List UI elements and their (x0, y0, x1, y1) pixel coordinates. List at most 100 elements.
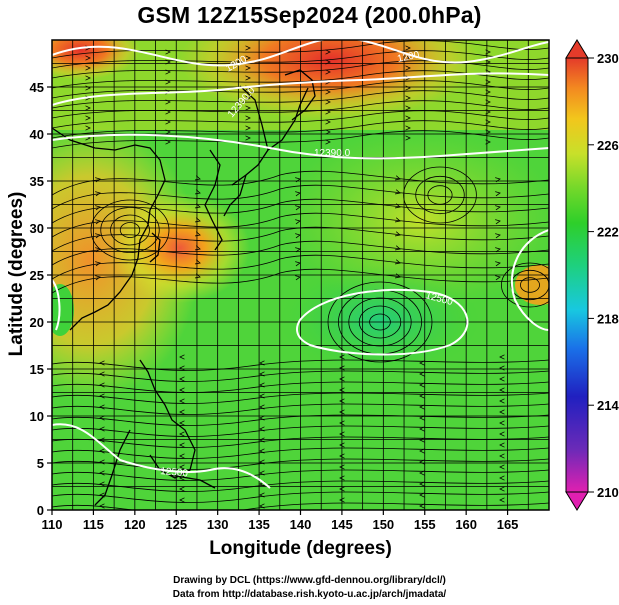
stream-arrow (99, 371, 105, 377)
stream-arrow (499, 497, 505, 503)
stream-arrow (495, 233, 501, 239)
stream-arrow (339, 398, 345, 404)
stream-arrow (99, 503, 105, 509)
stream-arrow (405, 85, 411, 91)
streamline (52, 60, 549, 79)
stream-arrow (95, 205, 101, 211)
colorbar-min-arrow (565, 491, 589, 511)
contour-label: 1200 (396, 49, 420, 64)
stream-arrow (179, 387, 185, 393)
stream-arrow (395, 245, 401, 251)
colorbar: 210 214 218 222 226 230 (565, 39, 619, 511)
stream-arrow (99, 426, 105, 432)
stream-arrow (295, 261, 301, 267)
stream-arrow (99, 459, 105, 465)
stream-arrow (259, 492, 265, 498)
y-tick-label: 45 (30, 80, 44, 95)
stream-arrow (405, 95, 411, 101)
stream-arrow (419, 382, 425, 388)
stream-arrow (325, 69, 331, 75)
stream-swirl (501, 262, 549, 308)
streamline (52, 392, 549, 404)
stream-arrow (165, 139, 171, 145)
stream-arrow (339, 475, 345, 481)
y-tick-label: 30 (30, 221, 44, 236)
contour-label: 12390.0 (314, 148, 351, 159)
stream-arrow (419, 415, 425, 421)
x-tick-label: 140 (290, 517, 312, 532)
stream-arrow (95, 275, 101, 281)
stream-arrow (165, 49, 171, 55)
stream-arrow (99, 382, 105, 388)
stream-arrow (495, 261, 501, 267)
colorbar-tick-label: 218 (597, 311, 619, 326)
stream-arrow (419, 481, 425, 487)
stream-arrow (499, 398, 505, 404)
stream-arrow (179, 398, 185, 404)
stream-arrow (339, 409, 345, 415)
stream-arrow (99, 415, 105, 421)
stream-arrow (339, 376, 345, 382)
streamline (52, 359, 549, 371)
stream-arrow (419, 426, 425, 432)
y-tick-label: 0 (37, 503, 44, 518)
stream-arrow (325, 49, 331, 55)
streamline (52, 403, 549, 415)
x-tick-label: 165 (497, 517, 519, 532)
streamline (52, 130, 549, 149)
stream-arrow (295, 275, 301, 281)
stream-arrow (405, 65, 411, 71)
stream-arrow (179, 431, 185, 437)
stream-arrow (339, 497, 345, 503)
y-tick-label: 35 (30, 174, 44, 189)
stream-arrow (325, 119, 331, 125)
streamline (52, 50, 549, 69)
stream-arrow (95, 191, 101, 197)
x-axis-ticks: 110 115 120 125 130 135 140 145 150 155 160 165 (42, 510, 519, 532)
stream-arrow (495, 219, 501, 225)
stream-arrow (325, 89, 331, 95)
stream-arrow (179, 486, 185, 492)
x-tick-label: 125 (165, 517, 187, 532)
stream-arrow (95, 247, 101, 253)
contour-label: 12500 (160, 466, 189, 479)
stream-arrow (395, 259, 401, 265)
stream-arrow (325, 139, 331, 145)
streamline (52, 370, 549, 382)
coastlines (52, 69, 316, 506)
colorbar-ticks: 210 214 218 222 226 230 (588, 51, 619, 500)
stream-arrow (325, 129, 331, 135)
stream-arrow (339, 387, 345, 393)
stream-arrow (405, 45, 411, 51)
y-tick-label: 20 (30, 315, 44, 330)
stream-arrow (179, 365, 185, 371)
colorbar-tick-label: 210 (597, 485, 619, 500)
stream-arrow (499, 464, 505, 470)
stream-arrow (85, 55, 91, 61)
streamline (52, 70, 549, 89)
stream-arrow (85, 125, 91, 131)
stream-arrow (499, 409, 505, 415)
stream-arrow (339, 365, 345, 371)
stream-swirl (119, 222, 141, 238)
stream-arrow (295, 219, 301, 225)
stream-arrow (339, 464, 345, 470)
stream-arrow (405, 105, 411, 111)
stream-arrow (99, 437, 105, 443)
credit-data: Data from http://database.rish.kyoto-u.a… (172, 589, 447, 600)
streamline (52, 110, 549, 129)
y-axis-ticks: 0 5 10 15 20 25 30 35 40 45 (30, 80, 52, 518)
stream-arrow (165, 69, 171, 75)
streamline (52, 381, 549, 393)
stream-arrow (405, 115, 411, 121)
stream-arrow (245, 45, 251, 51)
stream-arrow (99, 470, 105, 476)
stream-arrow (499, 354, 505, 360)
stream-arrow (395, 231, 401, 237)
y-axis-label: Latitude (degrees) (6, 191, 27, 357)
stream-arrow (339, 442, 345, 448)
stream-arrow (419, 360, 425, 366)
height-contours (52, 40, 549, 489)
stream-arrow (339, 354, 345, 360)
